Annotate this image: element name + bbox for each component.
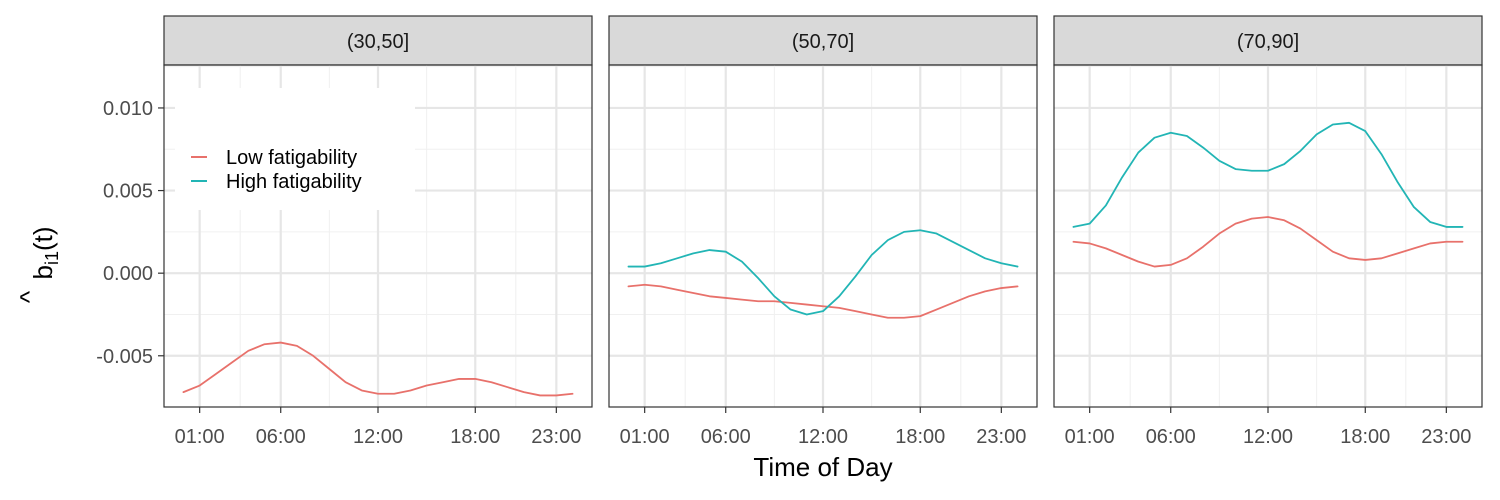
series-line-high bbox=[1072, 121, 1464, 228]
y-tick-label: -0.005 bbox=[96, 346, 153, 368]
x-tick-label: 23:00 bbox=[976, 426, 1026, 448]
y-tick-label: 0.000 bbox=[103, 263, 153, 285]
series-line-high bbox=[627, 229, 1019, 316]
y-axis-title-subscript: i1 bbox=[42, 251, 62, 265]
x-tick-label: 06:00 bbox=[701, 426, 751, 448]
y-tick-label: 0.005 bbox=[103, 181, 153, 203]
x-tick-label: 23:00 bbox=[531, 426, 581, 448]
strip-label: (50,70] bbox=[792, 31, 854, 53]
y-tick-label: 0.010 bbox=[103, 98, 153, 120]
strip-label: (70,90] bbox=[1237, 31, 1299, 53]
x-tick-label: 06:00 bbox=[256, 426, 306, 448]
legend-label-high: High fatigability bbox=[226, 171, 362, 193]
legend-label-low: Low fatigability bbox=[226, 147, 357, 169]
legend-background bbox=[175, 88, 415, 210]
series-line-low bbox=[1072, 216, 1464, 268]
y-axis-title-argument: (t) bbox=[28, 226, 58, 251]
x-axis-title: Time of Day bbox=[753, 452, 892, 482]
panel-2: (50,70] 01:00 06:00 12:00 18:00 23:00 bbox=[608, 15, 1038, 448]
y-axis-title-hat: ^ bbox=[14, 290, 44, 303]
series-line-low bbox=[182, 341, 574, 397]
x-tick-label: 12:00 bbox=[1243, 426, 1293, 448]
strip-header bbox=[608, 15, 1038, 66]
x-tick-label: 01:00 bbox=[175, 426, 225, 448]
strip-header bbox=[163, 15, 593, 66]
x-tick-label: 01:00 bbox=[1065, 426, 1115, 448]
x-tick-label: 12:00 bbox=[798, 426, 848, 448]
x-tick-label: 18:00 bbox=[450, 426, 500, 448]
strip-header bbox=[1053, 15, 1483, 66]
y-axis-title: bi1(t) ^ bbox=[14, 226, 62, 303]
svg-text:bi1(t): bi1(t) bbox=[28, 226, 62, 279]
y-axis-title-main: b bbox=[28, 265, 58, 279]
x-tick-label: 12:00 bbox=[353, 426, 403, 448]
panel-3: (70,90] 01:00 06:00 12:00 18:00 23:00 bbox=[1053, 15, 1483, 448]
x-tick-label: 18:00 bbox=[1340, 426, 1390, 448]
x-tick-label: 06:00 bbox=[1146, 426, 1196, 448]
x-tick-label: 18:00 bbox=[895, 426, 945, 448]
series-line-low bbox=[627, 283, 1019, 319]
x-tick-label: 01:00 bbox=[620, 426, 670, 448]
strip-label: (30,50] bbox=[347, 31, 409, 53]
x-tick-label: 23:00 bbox=[1421, 426, 1471, 448]
